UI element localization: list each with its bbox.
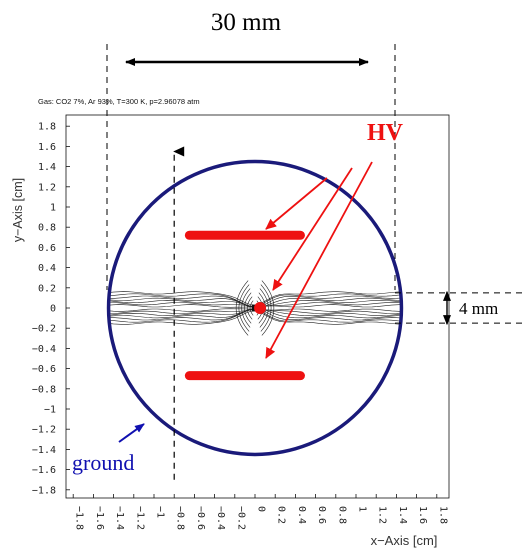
- x-tick-label: 1.6: [417, 506, 428, 524]
- x-tick-label: −1.4: [114, 506, 125, 530]
- field-line: [235, 280, 249, 336]
- y-tick-label: 0.6: [38, 243, 56, 254]
- field-line: [246, 296, 253, 320]
- ground-label: ground: [72, 450, 134, 475]
- x-tick-label: −1: [155, 506, 166, 518]
- y-tick-label: 0: [50, 304, 56, 315]
- x-tick-label: −1.8: [74, 506, 85, 530]
- hv-wire-electrode: [254, 302, 267, 314]
- y-tick-label: −0.2: [32, 324, 56, 335]
- y-tick-label: 0.8: [38, 223, 56, 234]
- hv-arrow-bottom-strip: [265, 161, 373, 359]
- x-tick-label: 1: [357, 506, 368, 512]
- y-tick-label: 1: [50, 203, 56, 214]
- gas-title: Gas: CO2 7%, Ar 93%, T=300 K, p=2.96078 …: [38, 97, 200, 106]
- y-tick-label: 1.6: [38, 142, 56, 153]
- x-tick-label: −0.4: [215, 506, 226, 530]
- field-line: [241, 288, 251, 328]
- x-axis-label: x−Axis [cm]: [371, 533, 438, 548]
- x-ticks: −1.8 −1.6 −1.4 −1.2 −1 −0.8 −0.6 −0.4 −0.2 0 0.2 0.…: [72, 494, 448, 530]
- field-line: [249, 300, 254, 316]
- x-tick-label: −1.6: [94, 506, 105, 530]
- y-tick-label: 1.4: [38, 162, 56, 173]
- x-tick-label: 1.4: [397, 506, 408, 524]
- y-tick-label: 1.8: [38, 122, 56, 133]
- x-tick-label: −1.2: [134, 506, 145, 530]
- y-tick-label: −0.4: [32, 344, 56, 355]
- y-axis-label: y−Axis [cm]: [11, 178, 25, 242]
- field-line: [244, 292, 252, 324]
- y-ticks: 1.8 1.6 1.4 1.2 1 0.8 0.6 0.4 0.2 0 −0.2 −0.4 −0.6 −0…: [32, 122, 70, 496]
- y-tick-label: −1.2: [32, 425, 56, 436]
- x-tick-label: 0: [256, 506, 267, 512]
- electrodes: [184, 230, 305, 381]
- x-tick-label: 0.6: [316, 506, 327, 524]
- hv-label: HV: [367, 120, 404, 146]
- y-tick-label: −1.4: [32, 445, 56, 456]
- y-tick-label: 1.2: [38, 182, 56, 193]
- field-line: [260, 284, 272, 332]
- ground-circle: [106, 159, 404, 457]
- hv-arrow-top-strip: [265, 177, 328, 230]
- hv-arrow-wire: [272, 167, 353, 291]
- x-tick-label: −0.8: [175, 506, 186, 530]
- x-tick-label: 0.8: [336, 506, 347, 524]
- y-tick-label: 0.4: [38, 263, 56, 274]
- x-tick-label: 0.2: [276, 506, 287, 524]
- x-tick-label: −0.2: [235, 506, 246, 530]
- y-tick-label: −0.6: [32, 364, 56, 375]
- y-tick-label: −1: [44, 405, 56, 416]
- x-tick-label: 1.2: [377, 506, 388, 524]
- top-dimension-label: 30 mm: [211, 9, 282, 36]
- y-tick-label: −1.8: [32, 485, 56, 496]
- field-line: [261, 280, 275, 336]
- x-tick-label: 0.4: [296, 506, 307, 524]
- y-tick-label: 0.2: [38, 283, 56, 294]
- x-tick-label: 1.8: [437, 506, 448, 524]
- y-tick-label: −0.8: [32, 384, 56, 395]
- x-tick-label: −0.6: [195, 506, 206, 530]
- field-line: [238, 284, 250, 332]
- y-tick-label: −1.6: [32, 465, 56, 476]
- ground-arrow: [118, 423, 145, 443]
- right-dimension-label: 4 mm: [459, 299, 498, 318]
- field-line: [259, 288, 269, 328]
